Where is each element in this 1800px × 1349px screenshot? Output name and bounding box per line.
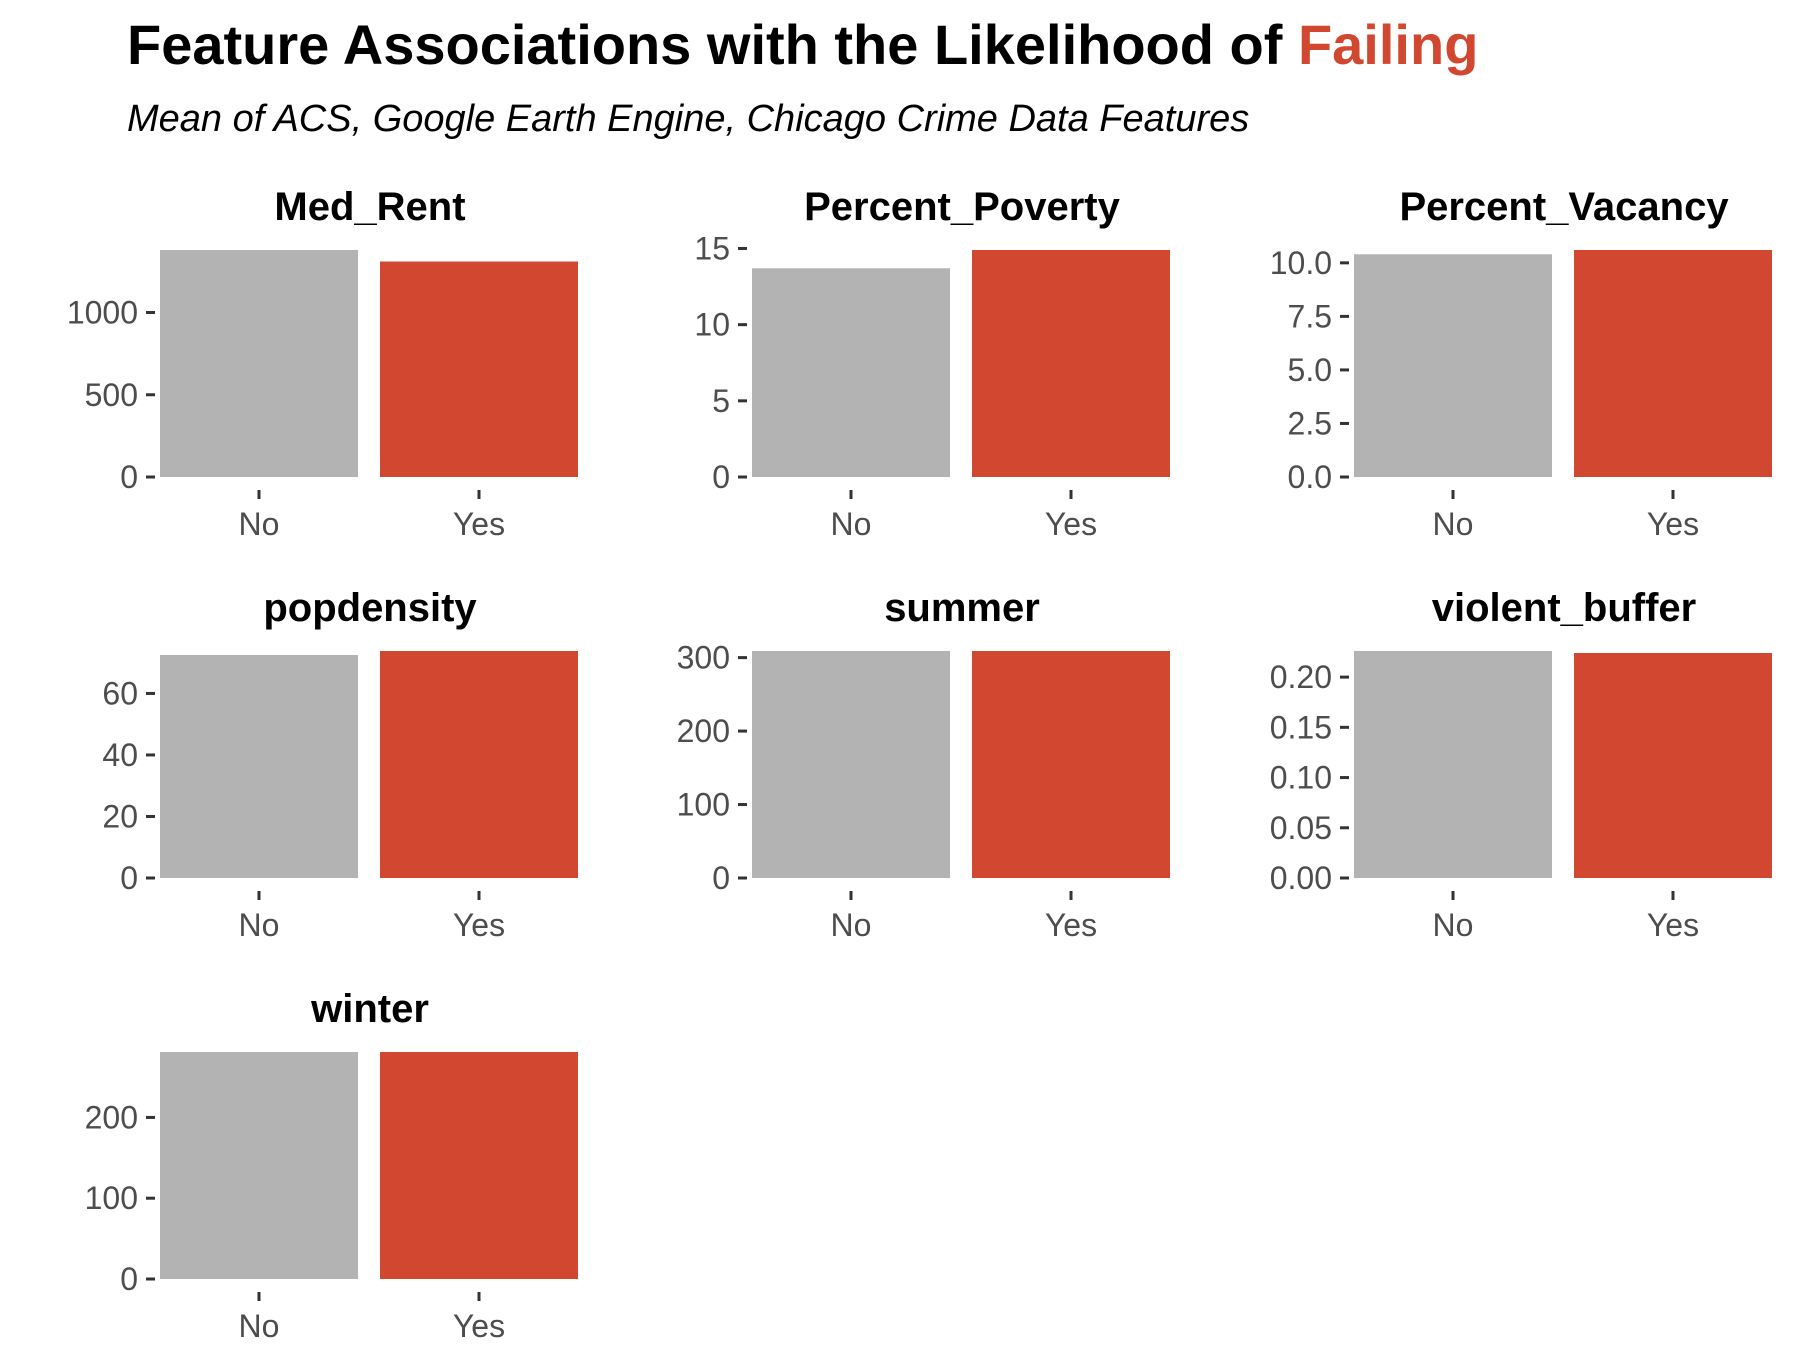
bar-no (752, 651, 950, 878)
panel-title-percent-vacancy: Percent_Vacancy (1399, 185, 1729, 229)
x-tick-label: No (831, 907, 872, 943)
x-tick-label: Yes (1045, 506, 1097, 542)
bar-yes (972, 250, 1170, 477)
x-tick-label: Yes (453, 1308, 505, 1344)
x-tick-label: Yes (453, 506, 505, 542)
y-tick-label: 0.20 (1270, 659, 1332, 695)
y-tick-label: 500 (85, 377, 138, 413)
x-tick-label: No (1433, 506, 1474, 542)
y-tick-label: 5 (712, 383, 730, 419)
bar-yes (1574, 250, 1772, 477)
panel-title-popdensity: popdensity (263, 586, 477, 630)
x-tick-label: Yes (1647, 907, 1699, 943)
y-tick-label: 2.5 (1288, 405, 1332, 441)
x-tick-label: Yes (1045, 907, 1097, 943)
y-tick-label: 0.05 (1270, 810, 1332, 846)
y-tick-label: 10.0 (1270, 245, 1332, 281)
y-tick-label: 0.10 (1270, 760, 1332, 796)
chart-title-prefix: Feature Associations with the Likelihood… (127, 13, 1298, 76)
bar-no (160, 1052, 358, 1279)
y-tick-label: 0 (120, 860, 138, 896)
y-tick-label: 100 (677, 787, 730, 823)
y-tick-label: 7.5 (1288, 298, 1332, 334)
x-tick-label: No (239, 506, 280, 542)
y-tick-label: 0 (120, 1261, 138, 1297)
panel-title-summer: summer (884, 586, 1040, 630)
y-tick-label: 0 (712, 459, 730, 495)
bar-no (752, 268, 950, 477)
y-tick-label: 100 (85, 1180, 138, 1216)
y-tick-label: 0 (712, 860, 730, 896)
bar-no (1354, 254, 1552, 477)
x-tick-label: No (239, 907, 280, 943)
y-tick-label: 0.0 (1288, 459, 1332, 495)
bar-yes (380, 651, 578, 878)
panel-title-violent-buffer: violent_buffer (1432, 586, 1696, 630)
bar-no (1354, 651, 1552, 878)
y-tick-label: 20 (102, 798, 138, 834)
panel-summer: summer 0 100 200 300 No Yes (677, 586, 1170, 943)
panel-med-rent: Med_Rent 0 500 1000 No Yes (67, 185, 578, 542)
panel-violent-buffer: violent_buffer 0.00 0.05 0.10 0.15 0.20 No Yes (1270, 586, 1772, 943)
x-tick-label: Yes (1647, 506, 1699, 542)
bar-yes (380, 261, 578, 477)
x-tick-label: Yes (453, 907, 505, 943)
y-tick-label: 300 (677, 640, 730, 676)
bar-no (160, 250, 358, 477)
x-tick-label: No (1433, 907, 1474, 943)
y-tick-label: 200 (85, 1099, 138, 1135)
panel-title-med-rent: Med_Rent (274, 185, 465, 229)
y-tick-label: 40 (102, 737, 138, 773)
y-tick-label: 200 (677, 713, 730, 749)
chart-title: Feature Associations with the Likelihood… (127, 13, 1478, 76)
y-tick-label: 15 (694, 230, 730, 266)
bar-yes (972, 651, 1170, 878)
y-tick-label: 10 (694, 307, 730, 343)
panel-title-percent-poverty: Percent_Poverty (804, 185, 1120, 229)
x-tick-label: No (239, 1308, 280, 1344)
bar-yes (1574, 653, 1772, 878)
y-tick-label: 1000 (67, 295, 138, 331)
bar-no (160, 654, 358, 878)
panel-percent-vacancy: Percent_Vacancy 0.0 2.5 5.0 7.5 10.0 No Yes (1270, 185, 1772, 542)
y-tick-label: 0.15 (1270, 709, 1332, 745)
y-tick-label: 60 (102, 675, 138, 711)
panel-title-winter: winter (310, 987, 429, 1031)
panel-winter: winter 0 100 200 No Yes (85, 987, 578, 1344)
panel-percent-poverty: Percent_Poverty 0 5 10 15 No Yes (694, 185, 1170, 542)
y-tick-label: 5.0 (1288, 352, 1332, 388)
panel-popdensity: popdensity 0 20 40 60 No Yes (102, 586, 578, 943)
x-tick-label: No (831, 506, 872, 542)
bar-yes (380, 1052, 578, 1279)
chart-subtitle: Mean of ACS, Google Earth Engine, Chicag… (127, 98, 1249, 140)
chart-title-highlight: Failing (1298, 13, 1478, 76)
y-tick-label: 0.00 (1270, 860, 1332, 896)
y-tick-label: 0 (120, 459, 138, 495)
